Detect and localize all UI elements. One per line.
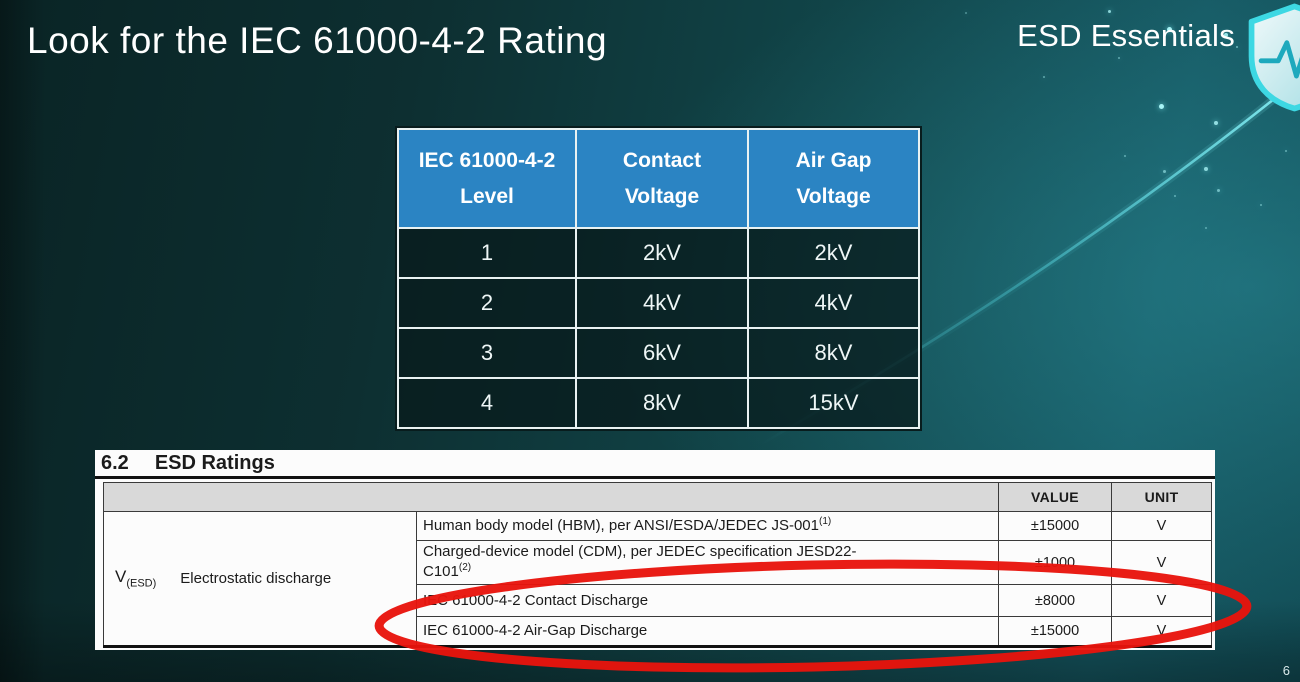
rating-value: ±8000	[998, 584, 1112, 617]
background-dot	[1204, 167, 1208, 171]
datasheet-excerpt: 6.2 ESD Ratings VALUE UNIT V(ESD) Electr…	[95, 450, 1215, 650]
level-cell: 1	[397, 227, 577, 279]
level-cell: 2	[397, 277, 577, 329]
rating-unit: V	[1111, 616, 1212, 647]
header-cell-air-gap-voltage: Air Gap Voltage	[747, 128, 920, 229]
slide-title: Look for the IEC 61000-4-2 Rating	[27, 20, 608, 61]
footnote-ref: (2)	[458, 562, 472, 573]
background-dot	[965, 12, 967, 14]
contact-voltage-cell: 4kV	[575, 277, 749, 329]
brand-name: ESD Essentials	[1017, 18, 1235, 53]
table-row: 2 4kV 4kV	[397, 277, 920, 329]
background-dot	[1217, 189, 1220, 192]
header-line: Voltage	[624, 184, 700, 208]
header-line: IEC 61000-4-2	[418, 148, 556, 172]
header-line: Contact	[622, 148, 702, 172]
ratings-row-hbm: V(ESD) Electrostatic discharge Human bod…	[103, 511, 1212, 647]
background-dot	[1163, 170, 1166, 173]
header-line: Air Gap	[795, 148, 872, 172]
parameter-content: V(ESD) Electrostatic discharge	[105, 567, 415, 589]
footnote-ref: (1)	[818, 516, 832, 528]
background-dot	[1124, 155, 1126, 157]
header-line: Voltage	[796, 184, 871, 208]
iec-61000-4-2-level-table: IEC 61000-4-2 Level Contact Voltage Air …	[397, 128, 920, 429]
contact-voltage-cell: 8kV	[575, 377, 749, 429]
parameter-symbol: V(ESD)	[115, 567, 157, 590]
background-dot	[1236, 46, 1238, 48]
rating-description: Charged-device model (CDM), per JEDEC sp…	[416, 540, 999, 585]
background-dot	[1167, 27, 1172, 32]
parameter-cell: V(ESD) Electrostatic discharge	[103, 511, 417, 647]
background-dot	[1043, 76, 1045, 78]
air-gap-voltage-cell: 4kV	[747, 277, 920, 329]
air-gap-voltage-cell: 8kV	[747, 327, 920, 379]
symbol-subscript: (ESD)	[126, 577, 157, 590]
rating-description: IEC 61000-4-2 Air-Gap Discharge	[416, 616, 999, 647]
background-dot	[1260, 204, 1262, 206]
background-dot	[1118, 57, 1120, 59]
rating-description: Human body model (HBM), per ANSI/ESDA/JE…	[416, 511, 999, 541]
background-dot	[1159, 104, 1164, 109]
header-cell-contact-voltage: Contact Voltage	[575, 128, 749, 229]
table-header-row: IEC 61000-4-2 Level Contact Voltage Air …	[397, 128, 920, 229]
page-number: 6	[1282, 663, 1290, 678]
air-gap-voltage-cell: 15kV	[747, 377, 920, 429]
parameter-name: Electrostatic discharge	[180, 569, 332, 587]
rating-value: ±15000	[998, 511, 1112, 541]
background-dot	[1108, 10, 1111, 13]
datasheet-section-heading: 6.2 ESD Ratings	[95, 450, 1215, 479]
table-row: 4 8kV 15kV	[397, 377, 920, 429]
contact-voltage-cell: 6kV	[575, 327, 749, 379]
ratings-header-row: VALUE UNIT	[103, 482, 1212, 512]
unit-header-cell: UNIT	[1111, 482, 1212, 512]
rating-description: IEC 61000-4-2 Contact Discharge	[416, 584, 999, 617]
background-dot	[1174, 195, 1176, 197]
header-line: Level	[460, 184, 514, 208]
header-cell-level: IEC 61000-4-2 Level	[397, 128, 577, 229]
section-number: 6.2	[101, 451, 129, 474]
table-row: 3 6kV 8kV	[397, 327, 920, 379]
rating-value: ±1000	[998, 540, 1112, 585]
value-header-cell: VALUE	[998, 482, 1112, 512]
background-dot	[1285, 150, 1287, 152]
contact-voltage-cell: 2kV	[575, 227, 749, 279]
background-dot	[1214, 121, 1218, 125]
rating-unit: V	[1111, 511, 1212, 541]
section-title: ESD Ratings	[154, 451, 275, 474]
rating-unit: V	[1111, 584, 1212, 617]
level-cell: 3	[397, 327, 577, 379]
level-cell: 4	[397, 377, 577, 429]
rating-value: ±15000	[998, 616, 1112, 647]
shield-pulse-icon	[1248, 3, 1300, 112]
table-row: 1 2kV 2kV	[397, 227, 920, 279]
empty-header-cell	[103, 482, 999, 512]
rating-unit: V	[1111, 540, 1212, 585]
air-gap-voltage-cell: 2kV	[747, 227, 920, 279]
esd-ratings-table: VALUE UNIT V(ESD) Electrostatic discharg…	[103, 482, 1212, 648]
background-dot	[1205, 227, 1207, 229]
background-dot	[1224, 33, 1228, 37]
